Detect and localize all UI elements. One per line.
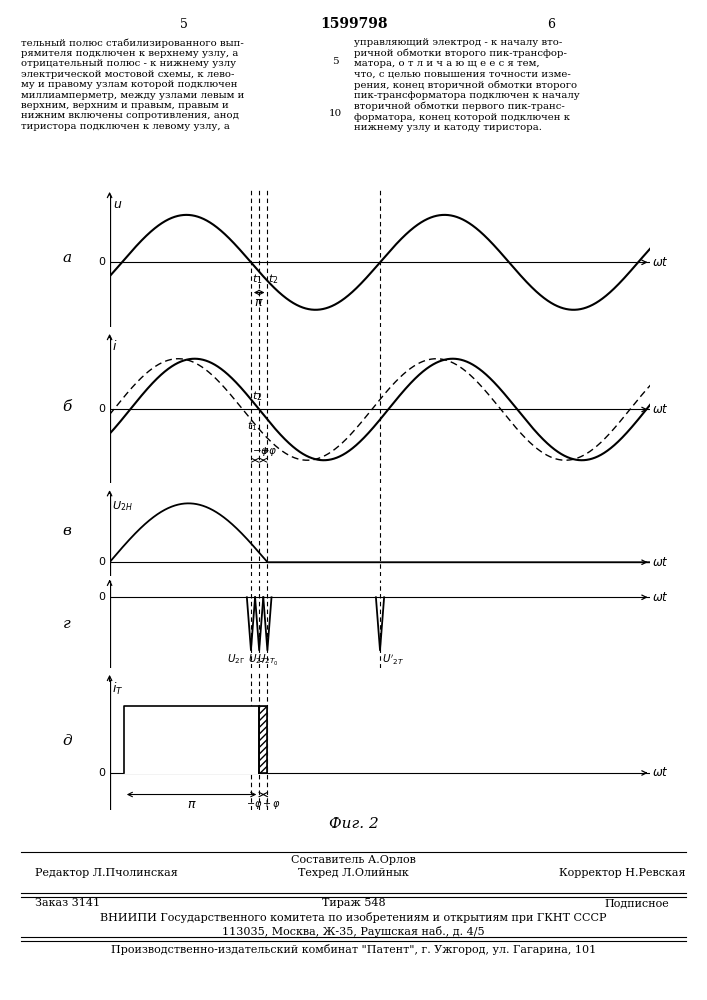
Text: Производственно-издательский комбинат "Патент", г. Ужгород, ул. Гагарина, 101: Производственно-издательский комбинат "П…: [111, 944, 596, 955]
Text: $-\varphi$: $-\varphi$: [252, 446, 269, 458]
Text: 0: 0: [98, 257, 105, 267]
Text: б: б: [62, 400, 72, 414]
Text: 113035, Москва, Ж-35, Раушская наб., д. 4/5: 113035, Москва, Ж-35, Раушская наб., д. …: [222, 926, 485, 937]
Polygon shape: [124, 706, 259, 773]
Text: г: г: [64, 617, 71, 631]
Text: 0: 0: [98, 404, 105, 414]
Text: $\omega t$: $\omega t$: [653, 766, 670, 779]
Text: $\pi$: $\pi$: [187, 798, 197, 811]
Text: 6: 6: [547, 18, 556, 31]
Text: $U_{2H}$: $U_{2H}$: [112, 499, 132, 513]
Text: в: в: [63, 524, 71, 538]
Text: $\omega t$: $\omega t$: [653, 591, 670, 604]
Text: Заказ 3141: Заказ 3141: [35, 898, 100, 908]
Text: $U'_{2T}$: $U'_{2T}$: [382, 652, 404, 667]
Text: $U_{2T_0}$: $U_{2T_0}$: [257, 652, 279, 668]
Text: $\omega t$: $\omega t$: [653, 556, 670, 569]
Text: 5: 5: [332, 57, 339, 66]
Polygon shape: [259, 706, 267, 773]
Text: 10: 10: [329, 109, 342, 118]
Text: $t_1$: $t_1$: [247, 419, 257, 433]
Text: Фиг. 2: Фиг. 2: [329, 817, 378, 831]
Text: $i_T$: $i_T$: [112, 681, 123, 697]
Text: 1599798: 1599798: [320, 17, 387, 31]
Text: $+\varphi$: $+\varphi$: [260, 445, 277, 458]
Text: $t_1$: $t_1$: [252, 272, 262, 286]
Text: 0: 0: [98, 592, 105, 602]
Text: а: а: [63, 251, 71, 265]
Text: $U_{2\Gamma}$: $U_{2\Gamma}$: [226, 652, 245, 666]
Text: ВНИИПИ Государственного комитета по изобретениям и открытиям при ГКНТ СССР: ВНИИПИ Государственного комитета по изоб…: [100, 912, 607, 923]
Text: $U_{2T}$: $U_{2T}$: [247, 652, 267, 666]
Text: Техред Л.Олийнык: Техред Л.Олийнык: [298, 868, 409, 878]
Text: 5: 5: [180, 18, 188, 31]
Text: $t_2$: $t_2$: [252, 389, 262, 403]
Text: 0: 0: [98, 557, 105, 567]
Text: Подписное: Подписное: [604, 898, 669, 908]
Text: Корректор Н.Ревская: Корректор Н.Ревская: [559, 868, 686, 878]
Text: $t_2$: $t_2$: [268, 272, 279, 286]
Text: управляющий электрод - к началу вто-
ричной обмотки второго пик-трансфор-
матора: управляющий электрод - к началу вто- рич…: [354, 38, 579, 132]
Text: $\omega t$: $\omega t$: [653, 256, 670, 269]
Text: 0: 0: [98, 768, 105, 778]
Text: Составитель А.Орлов: Составитель А.Орлов: [291, 855, 416, 865]
Text: Тираж 548: Тираж 548: [322, 898, 385, 908]
Text: тельный полюс стабилизированного вып-
рямителя подключен к верхнему узлу, а
отри: тельный полюс стабилизированного вып- ря…: [21, 38, 245, 131]
Text: Редактор Л.Пчолинская: Редактор Л.Пчолинская: [35, 868, 178, 878]
Text: $\pi$: $\pi$: [255, 296, 264, 309]
Text: u: u: [113, 198, 121, 211]
Text: $-\varphi+\varphi$: $-\varphi+\varphi$: [246, 798, 281, 811]
Text: $\omega t$: $\omega t$: [653, 403, 670, 416]
Text: i: i: [113, 340, 117, 353]
Text: д: д: [62, 734, 72, 748]
